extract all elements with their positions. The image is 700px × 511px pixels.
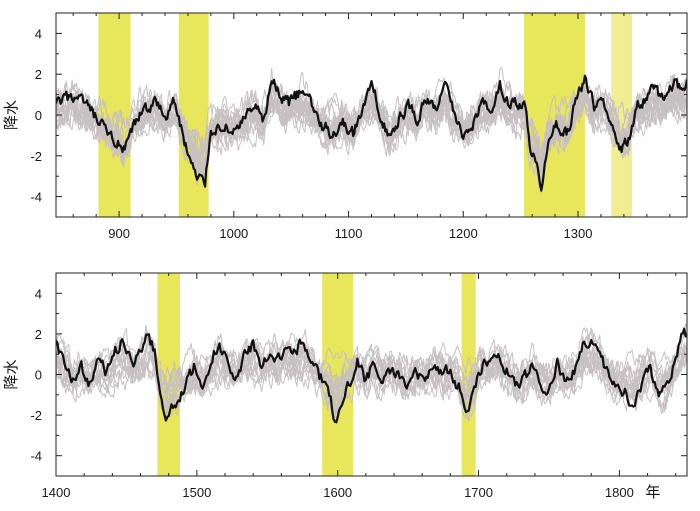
x-tick-label: 900: [108, 226, 130, 241]
x-tick-label: 1000: [219, 226, 248, 241]
x-tick-label: 1200: [449, 226, 478, 241]
y-axis-title: 降水: [2, 100, 20, 130]
y-tick-label: -2: [30, 408, 42, 423]
series-group: [56, 67, 687, 194]
ensemble-series-12: [56, 331, 687, 401]
mean-series-line: [56, 74, 687, 192]
x-tick-label: 1700: [464, 485, 493, 500]
x-tick-label: 1500: [182, 485, 211, 500]
y-tick-label: 4: [35, 26, 42, 41]
x-tick-label: 1600: [323, 485, 352, 500]
x-tick-label: 1300: [564, 226, 593, 241]
ensemble-series-9: [56, 350, 687, 414]
y-tick-label: 2: [35, 67, 42, 82]
y-tick-label: 2: [35, 327, 42, 342]
highlight-band-3: [461, 273, 476, 476]
y-tick-label: -4: [30, 449, 42, 464]
y-tick-label: -2: [30, 149, 42, 164]
y-tick-label: -4: [30, 190, 42, 205]
x-axis-unit-label: 年: [645, 483, 660, 501]
y-tick-label: 0: [35, 368, 42, 383]
x-tick-label: 1800: [605, 485, 634, 500]
panel-1: 4 2 0 -2 -4 900 1000 1100 1200 1300 降水: [2, 12, 688, 241]
y-tick-label: 4: [35, 286, 42, 301]
x-tick-label: 1400: [42, 485, 71, 500]
x-tick-label: 1100: [335, 226, 363, 241]
panel-2: 4 2 0 -2 -4 1400 1500 1600 1700 1800 降水年: [2, 272, 688, 501]
highlight-band-4: [611, 13, 632, 217]
series-group: [56, 323, 687, 424]
mean-series-line: [56, 327, 687, 424]
y-tick-label: 0: [35, 108, 42, 123]
y-axis-title: 降水: [2, 359, 20, 389]
